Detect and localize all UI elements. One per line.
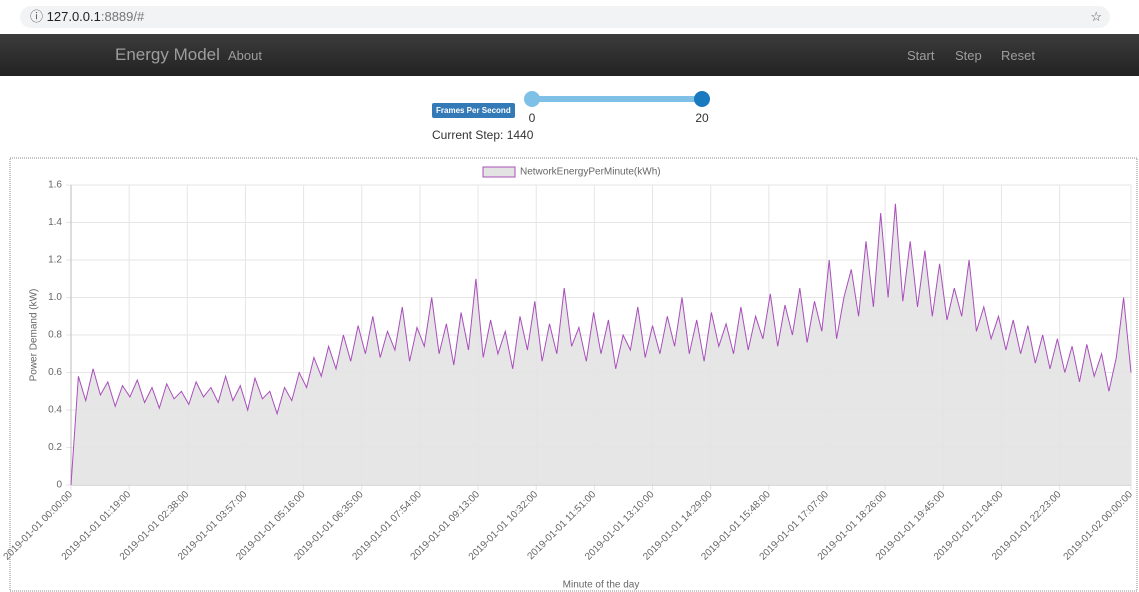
y-axis-label: Power Demand (kW)	[29, 289, 40, 382]
y-tick-label: 0.6	[48, 367, 62, 378]
url-host: 127.0.0.1	[46, 9, 101, 24]
slider-handle	[524, 91, 540, 107]
nav-action[interactable]: Start	[907, 48, 935, 63]
slider-max: 20	[695, 111, 709, 125]
info-icon: ⓘ	[30, 9, 44, 24]
address-bar[interactable]: ⓘ 127.0.0.1:8889/# ☆	[20, 6, 1110, 28]
series-line	[70, 203, 1132, 486]
y-tick-label: 0.4	[48, 405, 62, 416]
legend-swatch	[482, 166, 516, 178]
url-rest: :8889/#	[100, 9, 145, 24]
y-tick-label: 1.2	[48, 255, 62, 266]
browser-bar: ⓘ 127.0.0.1:8889/# ☆	[0, 0, 1139, 35]
x-tick-label: 2019-01-02 00:00:00	[1062, 489, 1136, 563]
current-step: Current Step: 1440	[432, 128, 534, 142]
y-tick-label: 0.2	[48, 442, 62, 453]
nav-action[interactable]: Reset	[1001, 48, 1035, 63]
badge: Frames Per Second	[432, 103, 515, 118]
y-tick-label: 0	[56, 480, 62, 491]
y-tick-label: 1.6	[48, 180, 62, 191]
legend-label: NetworkEnergyPerMinute(kWh)	[520, 167, 661, 178]
y-tick-label: 1.4	[48, 217, 62, 228]
slider-min: 0	[529, 111, 536, 125]
bookmark-star[interactable]: ☆	[1090, 9, 1102, 24]
slider[interactable]: 0 20	[0, 0, 1139, 160]
y-tick-label: 1.0	[48, 292, 62, 303]
slider-track	[532, 96, 702, 102]
series-area	[71, 203, 1131, 486]
slider-handle	[694, 91, 710, 107]
navbar: Energy Model About Start Step Reset	[0, 34, 1139, 76]
x-axis-label: Minute of the day	[563, 580, 640, 591]
nav-action[interactable]: Step	[955, 48, 982, 63]
y-tick-label: 0.8	[48, 330, 62, 341]
brand[interactable]: Energy Model	[115, 45, 220, 64]
nav-link[interactable]: About	[228, 48, 262, 63]
